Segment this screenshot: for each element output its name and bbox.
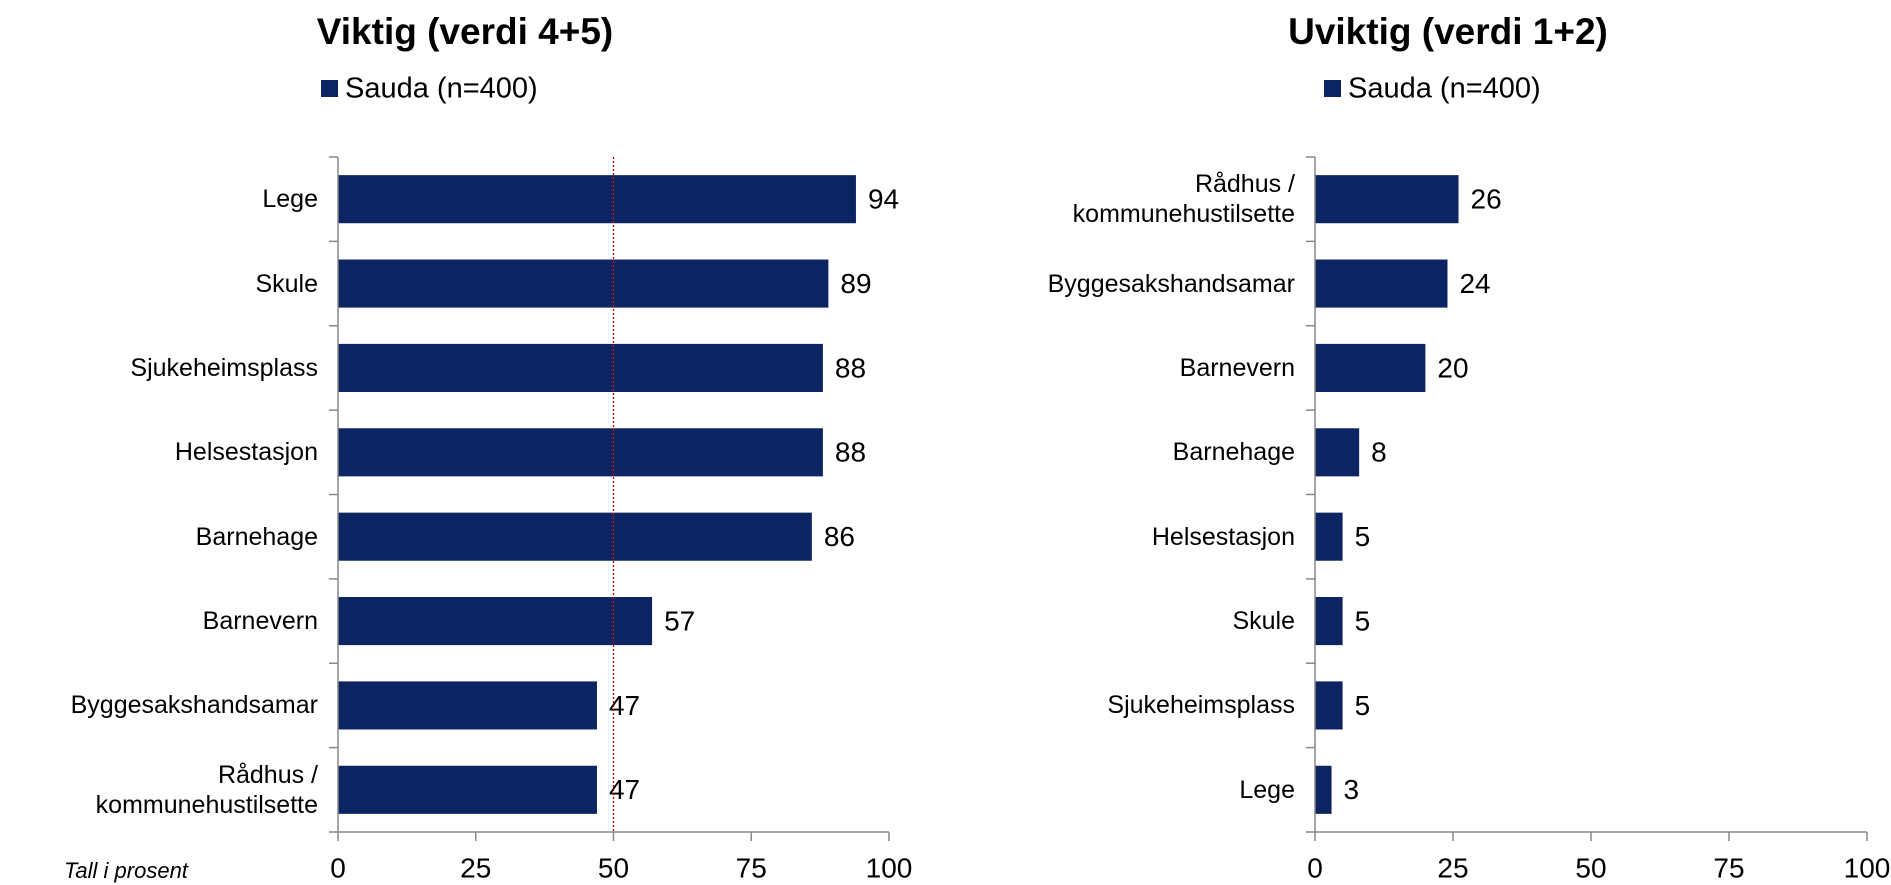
y-tick-label: Rådhus / kommunehustilsette [95, 760, 318, 819]
bar [338, 259, 829, 308]
x-tick-label: 75 [1713, 852, 1744, 883]
y-tick-label: Lege [262, 185, 318, 214]
legend-swatch [1324, 80, 1341, 97]
chart-title: Viktig (verdi 4+5) [317, 11, 613, 52]
x-tick-label: 0 [330, 852, 346, 883]
y-tick-label: Barnehage [195, 522, 318, 551]
legend-label: Sauda (n=400) [345, 73, 538, 105]
value-label: 5 [1355, 690, 1371, 721]
value-label: 8 [1371, 437, 1387, 468]
value-label: 24 [1459, 268, 1490, 299]
y-tick-label: Barnevern [1179, 353, 1295, 382]
value-label: 26 [1471, 184, 1502, 215]
annotation: Tall i prosent [64, 858, 188, 883]
bar [338, 681, 597, 730]
y-tick-label: Barnevern [202, 607, 318, 636]
value-label: 3 [1344, 774, 1360, 805]
bar [1315, 681, 1343, 730]
chart-title: Uviktig (verdi 1+2) [1288, 11, 1608, 52]
value-label: 47 [609, 690, 640, 721]
y-tick-label: Barnehage [1172, 438, 1295, 467]
y-tick-label: Helsestasjon [1151, 522, 1295, 551]
bar [338, 428, 823, 477]
bar [1315, 259, 1448, 308]
y-tick-label: Skule [255, 269, 318, 298]
bar [338, 512, 812, 561]
value-label: 47 [609, 774, 640, 805]
y-tick-label: Sjukeheimsplass [130, 353, 318, 382]
bar [338, 175, 856, 224]
y-tick-label: Lege [1239, 775, 1295, 804]
value-label: 94 [868, 184, 899, 215]
value-label: 5 [1355, 605, 1371, 636]
value-label: 86 [824, 521, 855, 552]
bar [1315, 597, 1343, 646]
value-label: 89 [840, 268, 871, 299]
bar [338, 597, 653, 646]
value-label: 88 [835, 352, 866, 383]
y-tick-label: Rådhus / kommunehustilsette [1072, 170, 1295, 229]
value-label: 5 [1355, 521, 1371, 552]
x-tick-label: 100 [866, 852, 913, 883]
x-tick-label: 50 [598, 852, 629, 883]
legend-label: Sauda (n=400) [1348, 73, 1541, 105]
legend-swatch [321, 80, 338, 97]
x-tick-label: 25 [460, 852, 491, 883]
y-tick-label: Helsestasjon [174, 438, 318, 467]
x-tick-label: 75 [736, 852, 767, 883]
bar [1315, 512, 1343, 561]
bar [1315, 428, 1360, 477]
bar [1315, 765, 1332, 814]
value-label: 88 [835, 437, 866, 468]
x-tick-label: 0 [1307, 852, 1323, 883]
y-tick-label: Byggesakshandsamar [70, 691, 318, 720]
x-tick-label: 50 [1575, 852, 1606, 883]
y-tick-label: Skule [1232, 607, 1295, 636]
value-label: 20 [1437, 352, 1468, 383]
y-tick-label: Sjukeheimsplass [1107, 691, 1295, 720]
y-tick-label: Byggesakshandsamar [1047, 269, 1295, 298]
bar [338, 765, 597, 814]
x-tick-label: 100 [1844, 852, 1891, 883]
bar [1315, 175, 1459, 224]
bar [1315, 343, 1426, 392]
bar [338, 343, 823, 392]
value-label: 57 [664, 605, 695, 636]
x-tick-label: 25 [1437, 852, 1468, 883]
